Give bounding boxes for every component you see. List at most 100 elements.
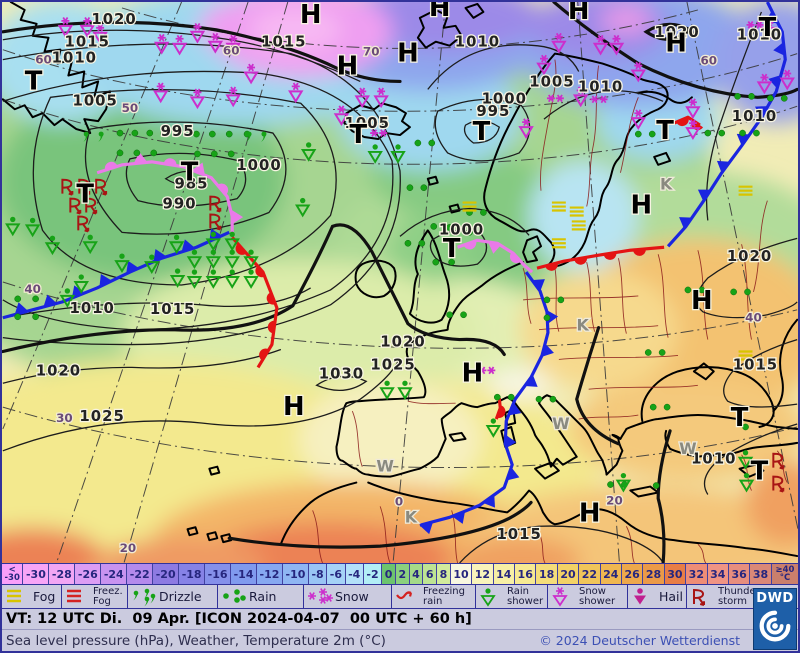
- rain-symbol: [652, 482, 660, 489]
- rain-symbol: [718, 129, 726, 137]
- pressure-label: 1000: [236, 156, 281, 174]
- temp-scale-cell: -6: [327, 564, 346, 584]
- pressure-label: 1020: [380, 333, 425, 351]
- graticule-label: 0: [395, 494, 403, 508]
- temp-scale-cell: -24: [101, 564, 128, 584]
- fog-symbol: [738, 350, 753, 361]
- fog-symbol: [738, 185, 753, 196]
- low-center-label: T: [473, 117, 491, 147]
- rain-shower-symbol: [243, 269, 259, 289]
- rain-symbol: [730, 288, 737, 296]
- fog-symbol: [551, 201, 566, 212]
- high-center-label: H: [568, 2, 590, 26]
- rain-symbol: [753, 129, 760, 137]
- legend-item-label: Drizzle: [159, 588, 202, 604]
- high-center-label: H: [429, 2, 451, 23]
- rain-symbol: [448, 258, 455, 266]
- fog-symbol: [462, 201, 477, 212]
- rain-symbol: [14, 295, 22, 303]
- map-labels: 1020101510101005995100098599010151005100…: [23, 2, 782, 556]
- temp-scale-cell: -12: [257, 564, 283, 584]
- parameter-description: Sea level pressure (hPa), Weather, Tempe…: [6, 632, 386, 649]
- rain-symbol: [466, 229, 473, 236]
- legend-item-snow-shower: Snow shower: [548, 585, 628, 608]
- pressure-label: 1000: [482, 89, 527, 107]
- pressure-label: 1025: [79, 407, 124, 425]
- low-center-label: T: [656, 116, 674, 146]
- pressure-label: 990: [163, 195, 197, 213]
- weather-symbols: [5, 17, 795, 493]
- rain-shower-symbol: [224, 249, 240, 270]
- graticule-label: 70: [363, 45, 380, 59]
- map-canvas: 1020101510101005995100098599010151005100…: [2, 2, 798, 563]
- legend-item-label: Rain shower: [507, 585, 544, 607]
- pressure-label: 1000: [439, 220, 484, 238]
- temp-scale-cell: 34: [707, 564, 729, 584]
- snow-shower-symbol: [225, 34, 241, 56]
- snow-symbol: [546, 94, 564, 103]
- pressure-label: 1010: [455, 33, 500, 51]
- snow-shower-symbol: [536, 54, 552, 76]
- rain-shower-symbol: [367, 144, 383, 164]
- snow-shower-symbol: [207, 32, 224, 54]
- temperature-scale: < -30 -30 -28 -26 -24 -22 -20 -18 -16 -14 -12 -10 -8-…: [2, 563, 798, 585]
- temp-scale-cell: 10: [450, 564, 473, 584]
- dwd-spiral-icon: [759, 610, 791, 642]
- pressure-label: 1010: [578, 77, 623, 95]
- snow-symbol: [478, 366, 496, 375]
- rain-symbol: [446, 311, 453, 319]
- country-borders: [312, 59, 788, 563]
- legend-item-drizzle: Drizzle: [128, 585, 218, 608]
- rain-symbol: [644, 349, 652, 356]
- rain-shower-symbol: [224, 269, 240, 289]
- pressure-label: 1015: [496, 525, 541, 543]
- rain-symbol: [507, 393, 515, 401]
- pressure-label: 1005: [529, 72, 574, 90]
- low-center-label: T: [76, 180, 94, 210]
- pressure-label: 1010: [52, 49, 97, 67]
- rain-symbol: [684, 286, 692, 294]
- rain-shower-symbol: [205, 269, 222, 289]
- legend-item-label: Hail: [659, 588, 684, 604]
- rain-shower-symbol: [738, 472, 755, 493]
- temp-scale-cell: -4: [345, 564, 364, 584]
- rain-symbol: [227, 150, 235, 158]
- rain-symbol: [739, 129, 746, 137]
- snow-shower-icon: [552, 586, 568, 607]
- drizzle-icon: [133, 588, 156, 606]
- rain-shower-symbol: [205, 249, 222, 270]
- high-center-label: H: [283, 392, 305, 422]
- rain-symbol: [734, 93, 741, 100]
- pressure-label: 1010: [732, 107, 777, 125]
- snow-shower-symbol: [225, 86, 241, 108]
- warm-front: [494, 398, 506, 420]
- rain-shower-symbol: [24, 217, 41, 238]
- snow-shower-symbol: [630, 61, 647, 83]
- rain-symbol: [607, 481, 614, 488]
- high-center-label: H: [462, 358, 484, 388]
- pressure-label: 995: [476, 102, 510, 120]
- rain-symbol: [649, 403, 657, 411]
- legend-item-label: Freez. Fog: [93, 585, 123, 607]
- occluded-front: [96, 152, 244, 234]
- rain-shower-symbol: [224, 231, 240, 252]
- weather-fronts: [2, 2, 787, 535]
- legend-item-rain: Rain: [218, 585, 304, 608]
- rain-shower-symbol: [5, 216, 21, 237]
- temp-scale-cell: 38: [750, 564, 772, 584]
- temp-scale-cell: -8: [308, 564, 328, 584]
- thunderstorm-symbol: [78, 178, 91, 196]
- drizzle-symbol: [83, 131, 89, 143]
- fog-symbol: [551, 238, 566, 249]
- pressure-label: 1015: [65, 33, 110, 51]
- high-center-label: H: [337, 51, 359, 81]
- snow-icon: [308, 587, 333, 604]
- temp-scale-cell: 16: [515, 564, 537, 584]
- temp-scale-cell: 24: [600, 564, 622, 584]
- rain-symbol: [418, 239, 426, 247]
- freezing-fog-icon: [67, 589, 81, 602]
- pressure-label: 1010: [70, 299, 115, 317]
- rain-symbol: [428, 139, 436, 147]
- rain-symbol: [225, 130, 233, 138]
- snow-shower-symbol: [354, 87, 370, 109]
